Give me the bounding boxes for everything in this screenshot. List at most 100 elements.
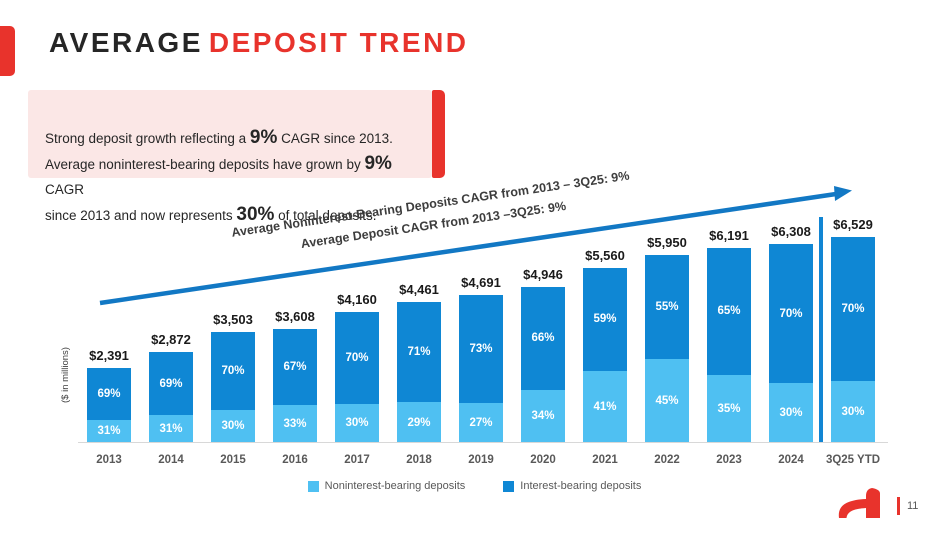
segment-percent-label: 59% [593,313,617,326]
noninterest-segment: 30% [211,409,255,443]
segment-percent-label: 41% [593,401,617,414]
page-title-part2: DEPOSIT TREND [208,27,469,58]
legend-label: Noninterest-bearing deposits [324,480,466,492]
x-axis-tick-label: 2017 [344,454,370,466]
page-number: 11 [907,500,919,512]
segment-percent-label: 27% [469,417,493,429]
segment-percent-label: 30% [841,406,865,419]
x-axis-tick-label: 2013 [96,454,122,466]
interest-segment: 59% [583,267,627,372]
title-accent-tab [0,26,15,76]
x-axis-tick-label: 2024 [778,454,804,466]
stacked-bar: 70% 30% [335,311,379,443]
interest-segment: 70% [769,243,813,384]
noninterest-segment: 30% [769,383,813,443]
interest-segment: 70% [335,311,379,404]
segment-percent-label: 45% [655,394,679,407]
bar-column-2023: $6,191 65% 35% 2023 [698,213,760,466]
x-axis-line [78,442,888,443]
callout-emphasis: 9% [249,127,278,148]
segment-percent-label: 33% [283,418,307,431]
noninterest-segment: 33% [273,405,317,443]
stacked-bar: 69% 31% [87,367,131,443]
bar-column-2016: $3,608 67% 33% 2016 [264,213,326,466]
total-value-label: $4,691 [461,275,501,290]
x-axis-tick-label: 2021 [592,454,618,466]
total-value-label: $6,191 [709,227,749,243]
period-divider [819,217,823,443]
deposit-bar-chart: $2,391 69% 31% 2013 $2,872 69% 31% 2014 $3,503 70… [78,213,888,466]
noninterest-segment: 30% [831,381,875,443]
noninterest-segment: 45% [645,358,689,443]
segment-percent-label: 29% [407,416,431,429]
stacked-bar: 70% 30% [831,237,875,443]
callout-segment: CAGR since 2013. Average noninterest-bea… [45,131,393,172]
legend-item: Interest-bearing deposits [503,480,641,492]
segment-percent-label: 34% [531,410,555,423]
stacked-bar: 55% 45% [645,255,689,443]
stacked-bar: 70% 30% [211,332,255,443]
noninterest-segment: 35% [707,374,751,443]
x-axis-tick-label: 2015 [220,454,246,466]
segment-percent-label: 31% [159,422,183,435]
segment-percent-label: 31% [97,425,121,438]
x-axis-tick-label: 2014 [158,454,184,466]
callout-accent-bar [432,90,445,178]
stacked-bar: 69% 31% [149,352,193,443]
total-value-label: $4,946 [523,266,563,282]
interest-segment: 71% [397,302,441,403]
bar-column-2024: $6,308 70% 30% 2024 [760,213,822,466]
bar-column-2014: $2,872 69% 31% 2014 [140,213,202,466]
legend-swatch [307,480,319,492]
noninterest-segment: 34% [521,389,565,443]
total-value-label: $6,308 [771,223,811,239]
total-value-label: $4,461 [399,282,439,298]
segment-percent-label: 30% [345,417,369,430]
segment-percent-label: 69% [159,377,183,390]
segment-percent-label: 69% [97,387,121,400]
x-axis-tick-label: 2019 [468,454,494,466]
callout-segment: Strong deposit growth reflecting a [45,131,250,146]
bar-column-2018: $4,461 71% 29% 2018 [388,213,450,466]
segment-percent-label: 67% [283,361,307,374]
x-axis-tick-label: 2022 [654,454,680,466]
segment-percent-label: 30% [221,420,245,433]
noninterest-segment: 41% [583,371,627,443]
segment-percent-label: 70% [841,303,865,316]
bar-column-2021: $5,560 59% 41% 2021 [574,213,636,466]
bar-column-2019: $4,691 73% 27% 2019 [450,213,512,466]
total-value-label: $3,608 [275,309,315,325]
noninterest-segment: 27% [459,403,503,443]
page-title-part1: AVERAGE [49,27,203,58]
stacked-bar: 65% 35% [707,247,751,443]
bar-column-2015: $3,503 70% 30% 2015 [202,213,264,466]
total-value-label: $3,503 [213,312,253,328]
legend-item: Noninterest-bearing deposits [307,480,466,492]
stacked-bar: 71% 29% [397,302,441,443]
segment-percent-label: 70% [345,351,369,364]
interest-segment: 70% [831,237,875,382]
page-title: AVERAGE DEPOSIT TREND [49,27,469,59]
total-value-label: $4,160 [337,291,377,307]
callout-emphasis: 9% [364,153,392,174]
summary-callout: Strong deposit growth reflecting a 9% CA… [28,90,432,225]
bar-column-2020: $4,946 66% 34% 2020 [512,213,574,466]
company-logo [838,488,880,518]
stacked-bar: 66% 34% [521,286,565,443]
segment-percent-label: 66% [531,332,555,345]
interest-segment: 65% [707,247,751,375]
interest-segment: 55% [645,255,689,359]
noninterest-segment: 31% [149,414,193,443]
x-axis-tick-label: 3Q25 YTD [825,454,881,466]
segment-percent-label: 70% [779,307,803,320]
total-value-label: $2,872 [151,332,191,348]
legend-label: Interest-bearing deposits [520,480,642,492]
stacked-bar: 59% 41% [583,267,627,443]
bar-column-2022: $5,950 55% 45% 2022 [636,213,698,466]
y-axis-label: ($ in millions) [60,347,71,403]
interest-segment: 69% [149,352,193,415]
segment-percent-label: 35% [717,402,741,415]
noninterest-segment: 30% [335,403,379,443]
interest-segment: 69% [87,367,131,420]
legend-swatch [503,480,515,492]
